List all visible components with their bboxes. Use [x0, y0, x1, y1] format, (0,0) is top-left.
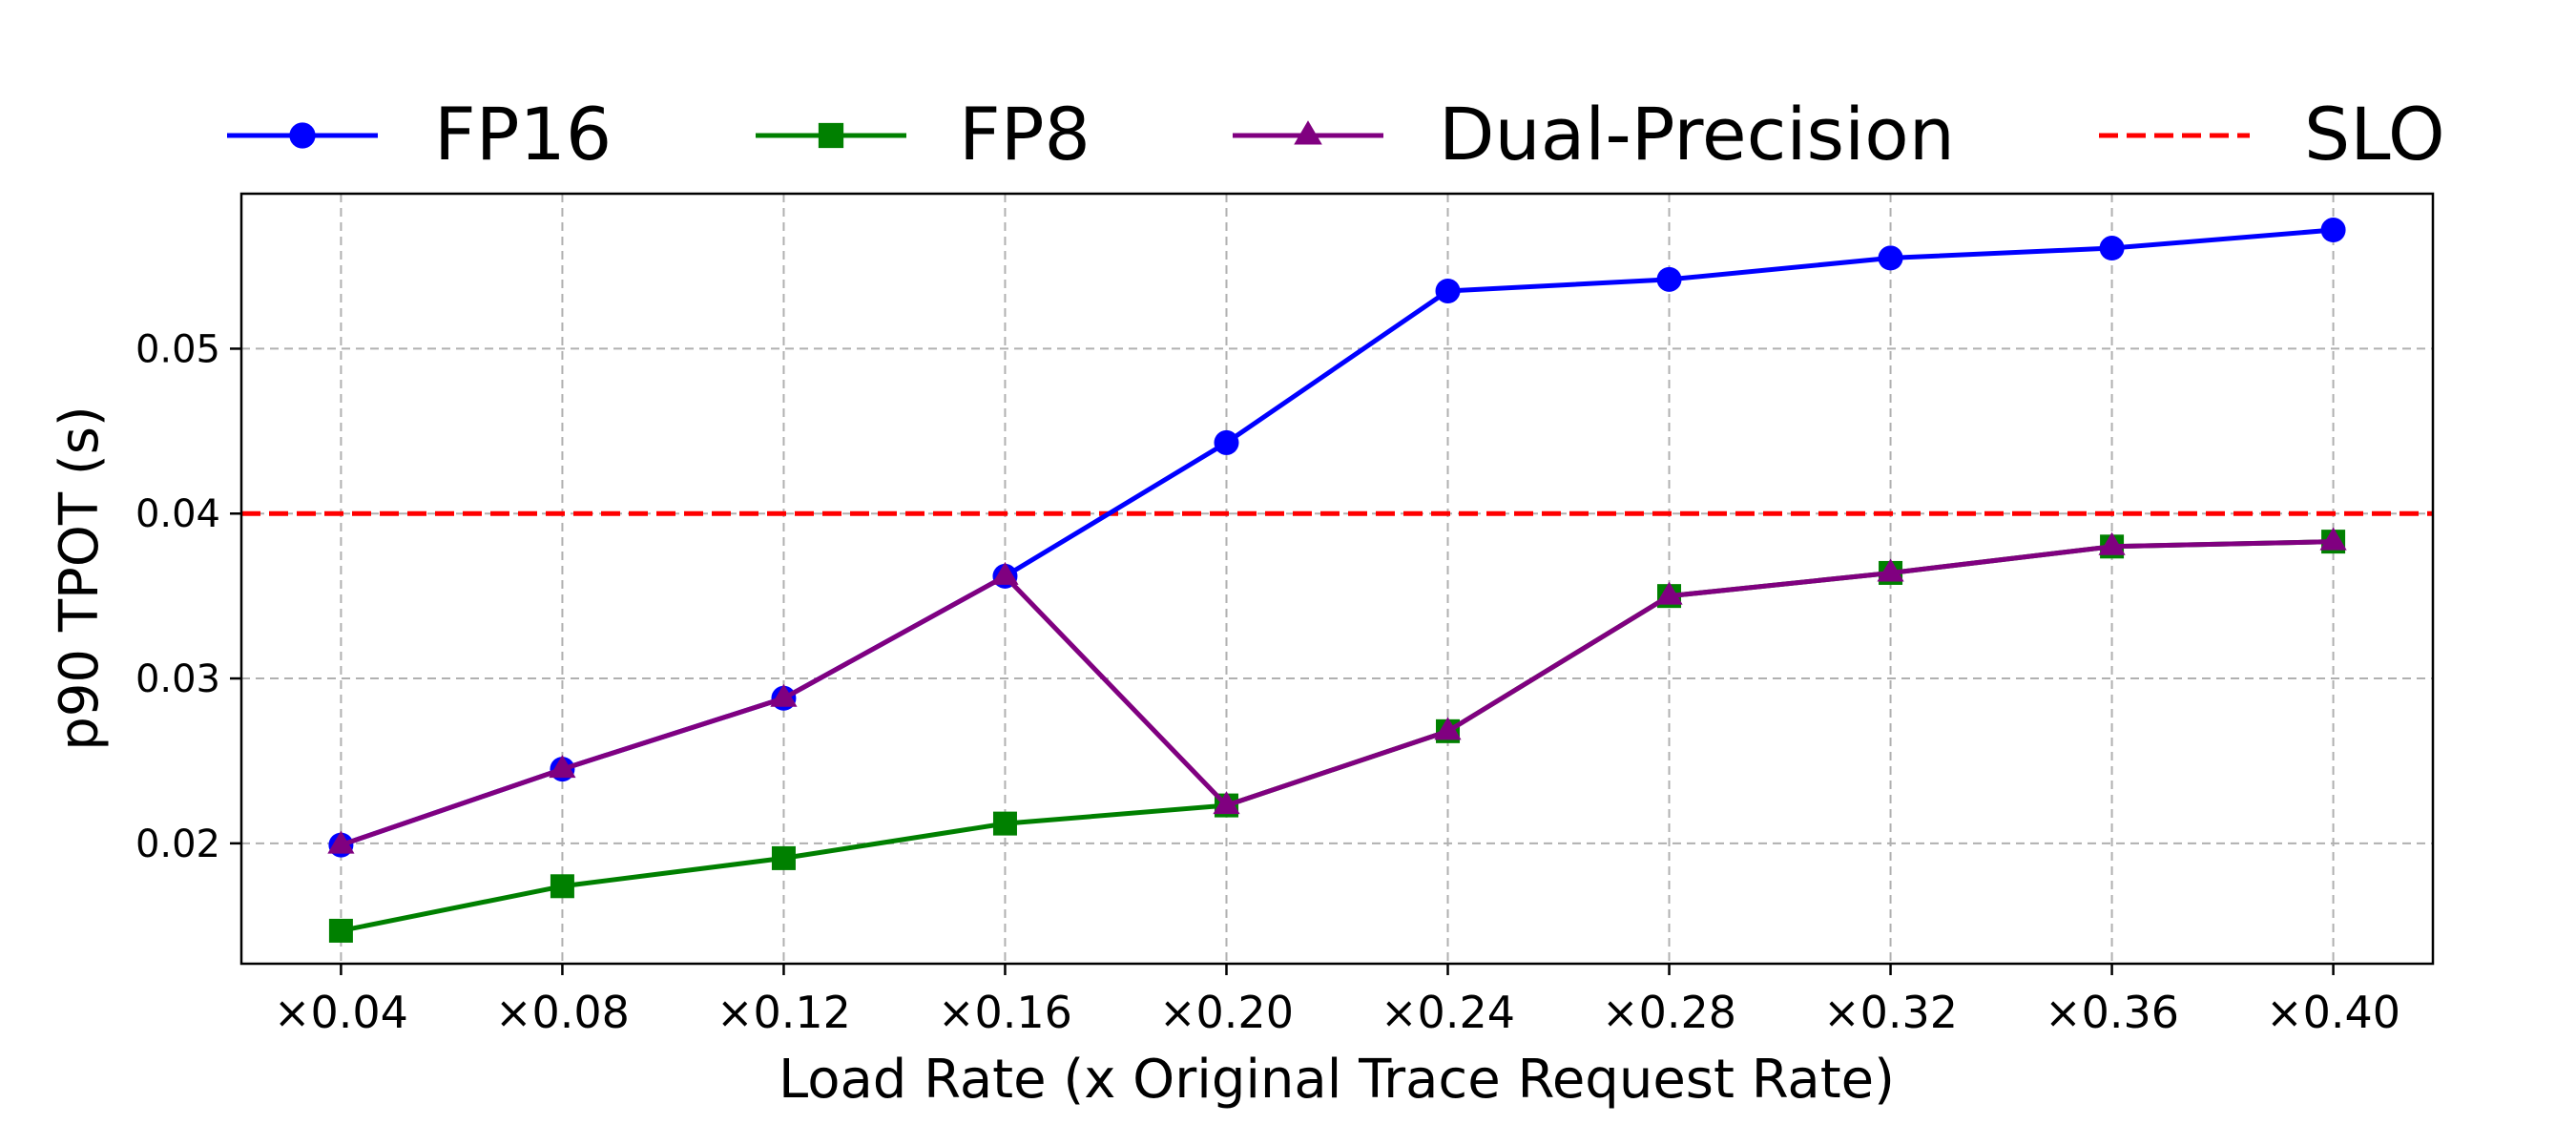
x-tick-label: ×0.32 — [1823, 987, 1958, 1038]
legend-item-slo: SLO — [2099, 92, 2445, 177]
data-point — [1878, 245, 1903, 271]
y-tick-label: 0.05 — [135, 327, 220, 371]
data-point — [2098, 531, 2126, 555]
data-point — [1877, 558, 1904, 582]
data-point — [991, 561, 1019, 585]
legend-label: FP16 — [434, 92, 612, 177]
x-tick-label: ×0.40 — [2266, 987, 2400, 1038]
x-tick-label: ×0.08 — [495, 987, 630, 1038]
data-point — [1656, 266, 1682, 292]
series-dual-precision — [327, 527, 2347, 854]
data-point — [1435, 278, 1461, 303]
data-point — [992, 811, 1017, 836]
x-tick-label: ×0.20 — [1159, 987, 1294, 1038]
legend: FP16 FP8 Dual-Precision SLO — [227, 92, 2445, 177]
legend-label: SLO — [2304, 92, 2445, 177]
legend-marker — [289, 122, 316, 149]
data-point — [327, 830, 355, 854]
y-axis-label: p90 TPOT (s) — [49, 406, 111, 751]
x-tick-label: ×0.04 — [274, 987, 408, 1038]
legend-marker — [818, 122, 844, 149]
data-point — [1214, 429, 1239, 455]
series-group — [327, 218, 2347, 943]
data-point — [1213, 791, 1240, 815]
legend-label: FP8 — [959, 92, 1091, 177]
data-point — [2320, 218, 2346, 243]
legend-marker — [1294, 120, 1322, 145]
x-tick-label: ×0.24 — [1381, 987, 1515, 1038]
data-point — [1655, 581, 1683, 605]
legend-item-fp8: FP8 — [756, 92, 1091, 177]
x-axis-label: Load Rate (x Original Trace Request Rate… — [779, 1049, 1895, 1111]
legend-label: Dual-Precision — [1439, 92, 1955, 177]
plot-area — [241, 194, 2433, 964]
series-line — [340, 539, 2334, 847]
data-point — [770, 683, 798, 707]
data-point — [328, 918, 353, 943]
x-tick-label: ×0.16 — [938, 987, 1072, 1038]
x-tick-label: ×0.12 — [717, 987, 851, 1038]
data-point — [2099, 236, 2125, 261]
legend-item-dual-precision: Dual-Precision — [1233, 92, 1955, 177]
y-tick-label: 0.02 — [135, 822, 220, 866]
data-point — [550, 874, 574, 899]
data-point — [1434, 717, 1462, 740]
legend-item-fp16: FP16 — [227, 92, 612, 177]
x-tick-label: ×0.28 — [1602, 987, 1736, 1038]
y-tick-label: 0.04 — [135, 492, 220, 536]
plot-frame — [239, 192, 2435, 966]
y-axis-ticks: 0.02 0.03 0.04 0.05 — [135, 327, 241, 866]
y-tick-label: 0.03 — [135, 657, 220, 701]
x-tick-label: ×0.36 — [2045, 987, 2179, 1038]
data-point — [771, 845, 796, 870]
data-point — [2319, 527, 2347, 551]
data-point — [549, 755, 576, 779]
x-axis-ticks: ×0.04 ×0.08 ×0.12 ×0.16 ×0.20 ×0.24 ×0.28 ×0.32… — [274, 964, 2400, 1038]
